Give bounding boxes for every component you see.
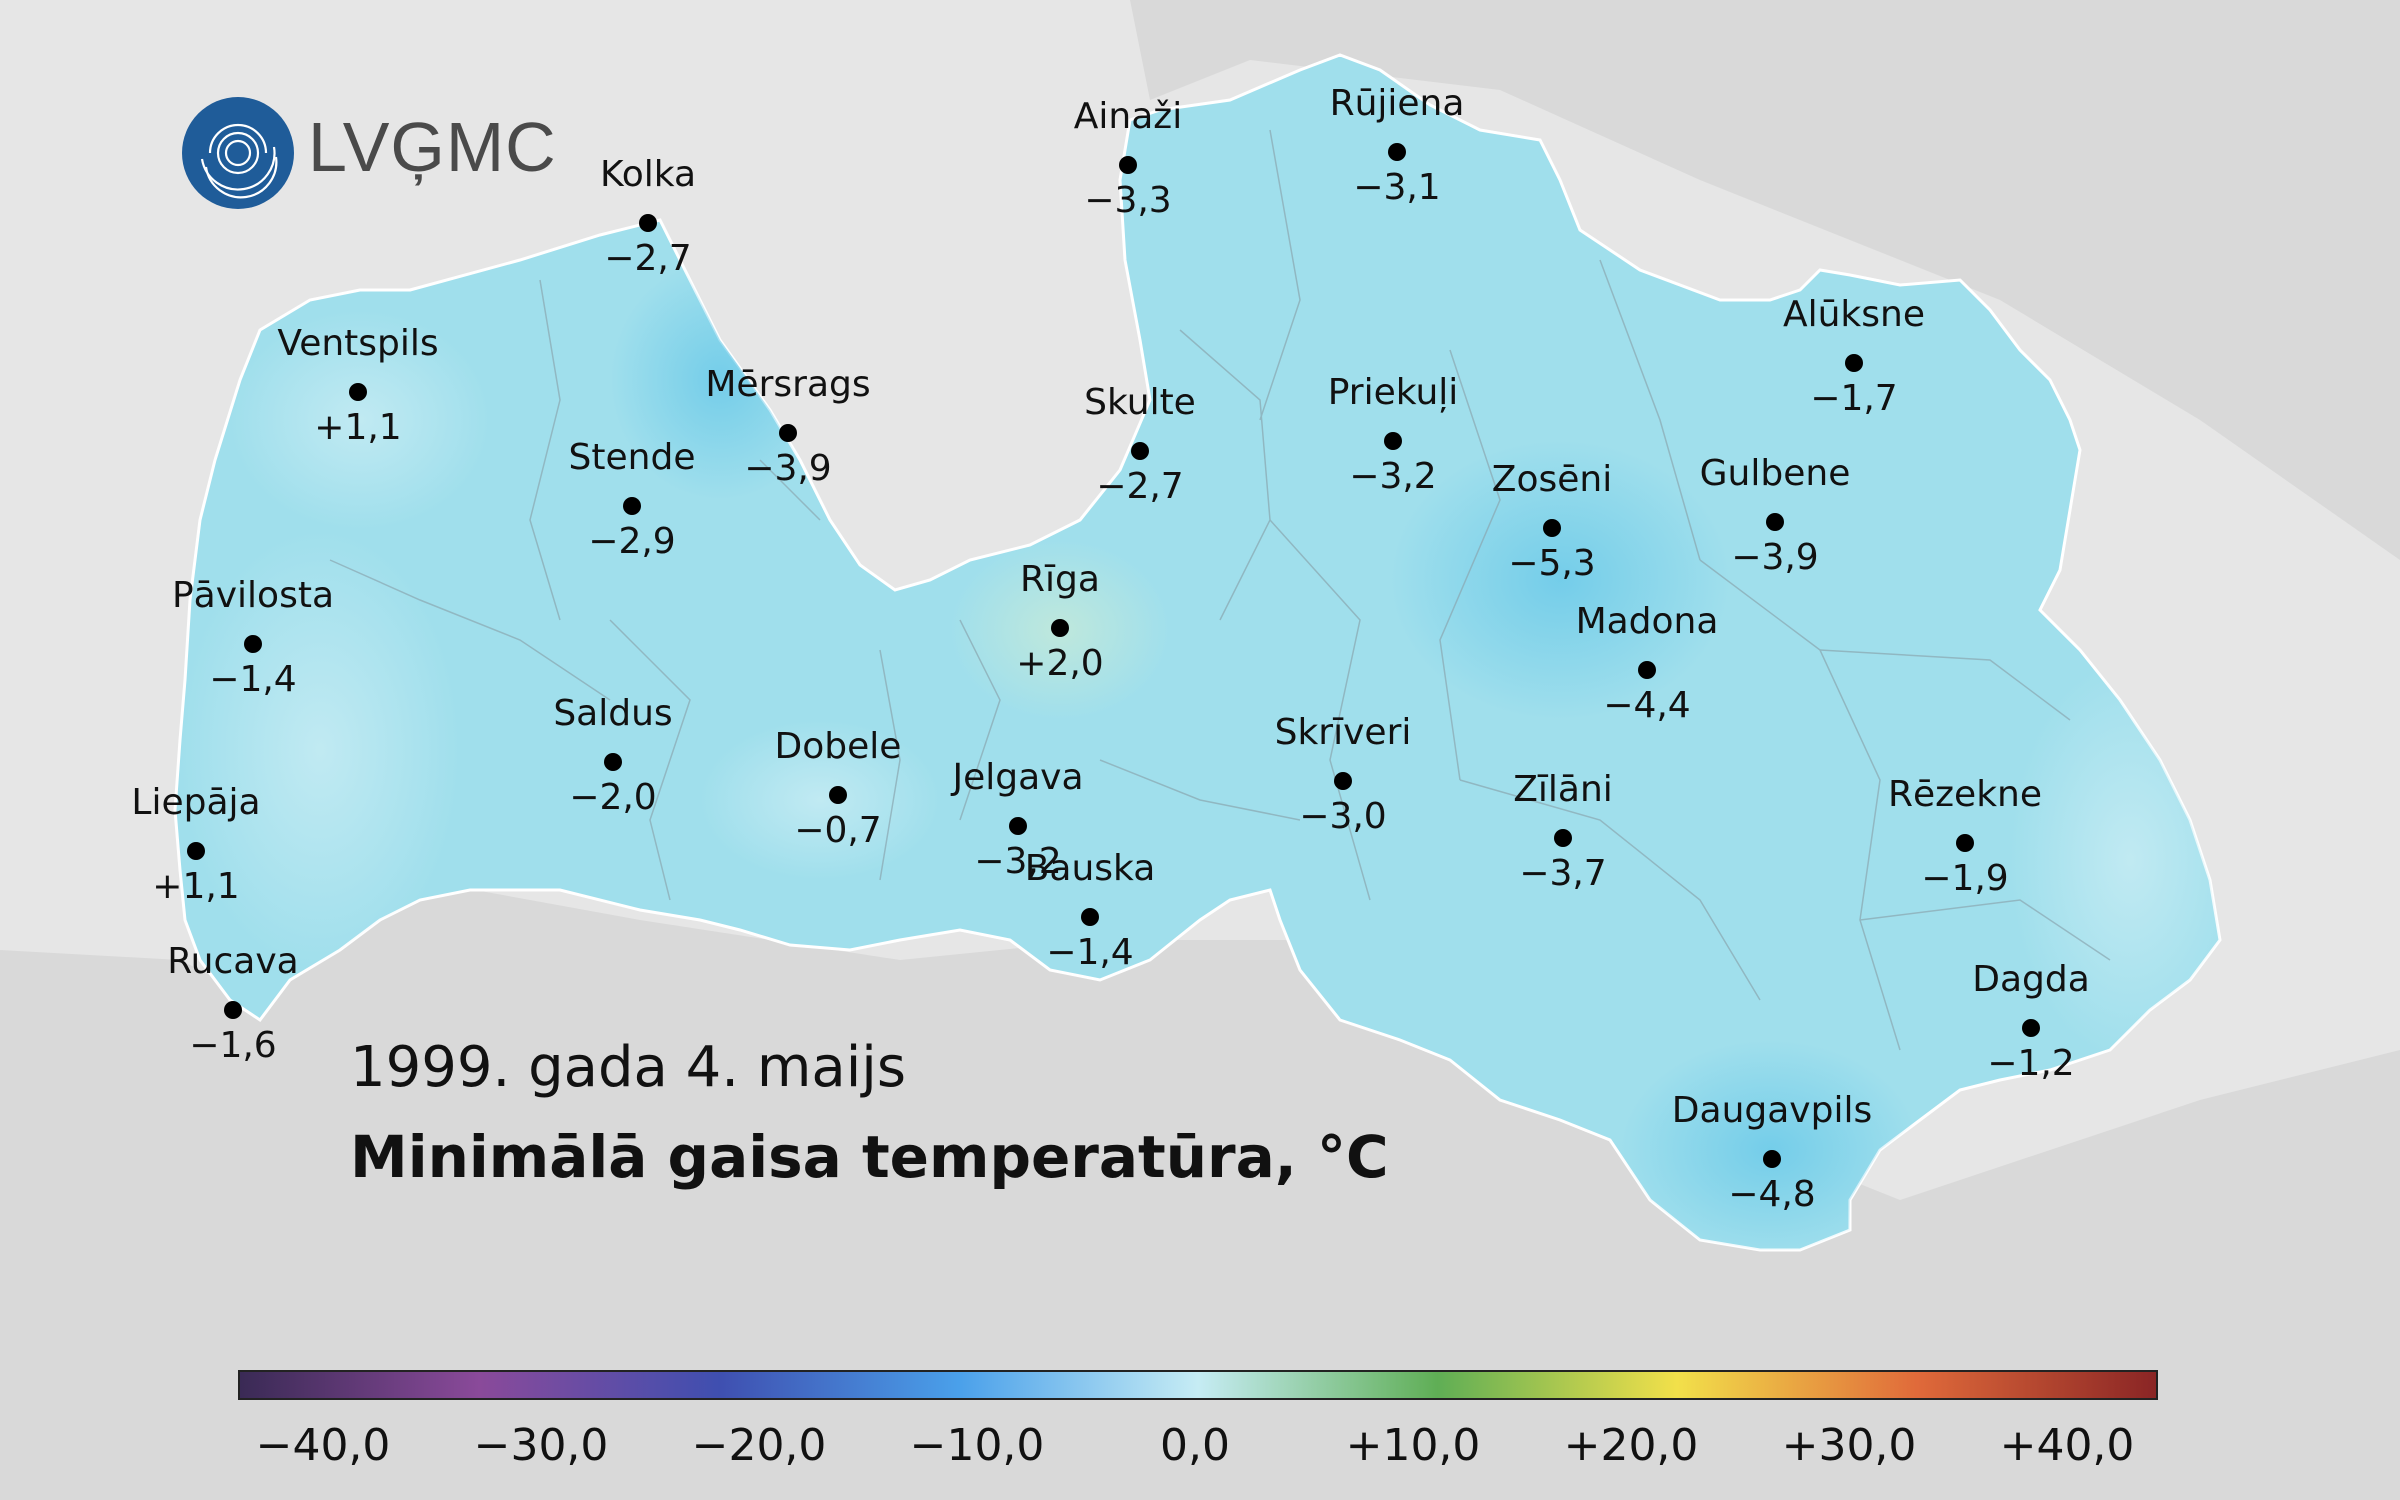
station-marker [1081,908,1099,926]
station-marker [623,497,641,515]
station-marker [1119,156,1137,174]
station-name: Mērsrags [705,364,871,405]
station-value: −3,9 [1731,537,1819,578]
station-value: −1,9 [1921,858,2009,899]
station-marker [224,1001,242,1019]
colorbar-tick-label: −10,0 [909,1420,1045,1471]
station-value: −1,7 [1810,378,1898,419]
station-marker [829,786,847,804]
station-value: −3,1 [1353,167,1441,208]
colorbar-tick-label: +30,0 [1781,1420,1917,1471]
station-marker [1956,834,1974,852]
station-value: −3,3 [1084,180,1172,221]
station-marker [1766,513,1784,531]
station-marker [1334,772,1352,790]
light-area-ventspils [230,310,490,530]
station-name: Daugavpils [1671,1090,1873,1131]
station-value: −1,6 [189,1025,277,1066]
station-marker [1131,442,1149,460]
lvgmc-logo-text: LVĢMC [308,108,557,186]
station-value: −3,9 [744,448,832,489]
colorbar-tick-label: −20,0 [691,1420,827,1471]
colorbar-tick-label: −30,0 [473,1420,609,1471]
station-marker [1763,1150,1781,1168]
station-marker [1845,354,1863,372]
station-name: Ainaži [1073,96,1183,137]
station-value: −2,7 [1096,466,1184,507]
station-value: −2,9 [588,521,676,562]
station-marker [1638,661,1656,679]
station-name: Dagda [1972,959,2090,1000]
station-value: −3,0 [1299,796,1387,837]
light-area-dobele [700,720,940,880]
colorbar-tick-label: 0,0 [1160,1420,1230,1471]
temperature-colorbar [238,1370,2158,1400]
station-marker [1384,432,1402,450]
station-marker [1554,829,1572,847]
station-name: Madona [1575,601,1719,642]
station-name: Rucava [167,941,299,982]
station-marker [244,635,262,653]
station-name: Alūksne [1782,294,1925,335]
station-name: Gulbene [1699,453,1851,494]
colorbar-tick-label: +20,0 [1563,1420,1699,1471]
station-name: Liepāja [131,782,261,823]
station-name: Saldus [553,693,673,734]
station-value: +1,1 [314,407,402,448]
station-marker [349,383,367,401]
cold-area-zoseni [1390,440,1730,720]
station-marker [639,214,657,232]
station-value: −3,2 [974,841,1062,882]
station-name: Zosēni [1491,459,1613,500]
station-value: −1,4 [209,659,297,700]
map-title: Minimālā gaisa temperatūra, °C [350,1123,1389,1191]
station-value: −0,7 [794,810,882,851]
station-marker [187,842,205,860]
municipality-borders [329,129,2111,1051]
station-name: Rēzekne [1887,774,2043,815]
station-name: Pāvilosta [171,575,335,616]
lvgmc-logo-mark [182,97,294,209]
neighbor-land-west-spit [0,1000,260,1500]
station-name: Ventspils [277,323,439,364]
station-name: Priekuļi [1327,372,1459,413]
station-name: Zīlāni [1513,769,1613,810]
station-name: Rūjiena [1329,83,1465,124]
station-name: Skulte [1084,382,1196,423]
colorbar-tick-label: −40,0 [255,1420,391,1471]
station-name: Skrīveri [1274,712,1412,753]
station-value: −1,2 [1987,1043,2075,1084]
station-name: Stende [568,437,696,478]
station-name: Kolka [599,154,697,195]
station-name: Jelgava [952,757,1084,798]
station-value: −2,7 [604,238,692,279]
map-date: 1999. gada 4. maijs [350,1035,907,1100]
station-marker [1009,817,1027,835]
station-value: −3,2 [1349,456,1437,497]
station-name: Rīga [1020,559,1100,600]
station-value: −5,3 [1508,543,1596,584]
station-value: +1,1 [152,866,240,907]
colorbar-tick-label: +40,0 [1999,1420,2135,1471]
station-marker [1388,143,1406,161]
station-value: −3,7 [1519,853,1607,894]
station-name: Dobele [774,726,902,767]
station-marker [604,753,622,771]
neighbor-land-south [0,880,2400,1500]
station-marker [2022,1019,2040,1037]
station-value: −1,4 [1046,932,1134,973]
neighbor-land-north [1130,0,2400,560]
station-value: −2,0 [569,777,657,818]
station-marker [1051,619,1069,637]
station-value: −4,4 [1603,685,1691,726]
station-marker [779,424,797,442]
station-value: −4,8 [1728,1174,1816,1215]
station-marker [1543,519,1561,537]
colorbar-tick-label: +10,0 [1345,1420,1481,1471]
station-name: Bauska [1024,848,1156,889]
station-value: +2,0 [1016,643,1104,684]
